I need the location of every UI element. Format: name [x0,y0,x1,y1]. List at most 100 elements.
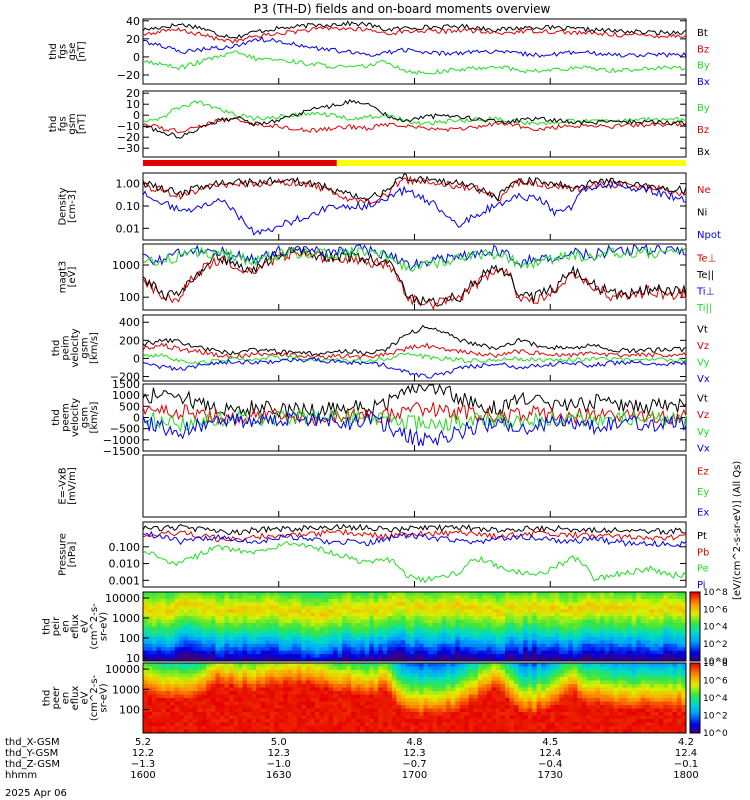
heatmap-cell [247,670,252,674]
heatmap-cell [509,629,515,634]
heatmap-cell [314,680,320,685]
heatmap-cell [563,715,569,720]
heatmap-cell [247,719,252,723]
heatmap-cell [228,633,234,638]
heatmap-cell [613,643,619,648]
heatmap-cell [586,629,592,634]
heatmap-cell [147,726,153,730]
heatmap-cell [600,701,605,706]
heatmap-cell [663,650,669,655]
heatmap-cell [224,647,230,652]
heatmap-cell [319,729,325,734]
heatmap-cell [351,626,357,631]
heatmap-cell [600,657,605,662]
heatmap-cell [301,629,307,634]
heatmap-cell [409,698,415,702]
heatmap-cell [188,663,194,667]
heatmap-cell [645,654,651,658]
heatmap-cell [676,629,682,634]
heatmap-cell [450,654,456,658]
heatmap-cell [649,657,655,662]
heatmap-cell [333,712,338,716]
heatmap-cell [378,680,384,685]
heatmap-cell [495,633,501,638]
heatmap-cell [156,616,162,620]
heatmap-cell [301,691,307,695]
heatmap-cell [437,592,443,596]
heatmap-cell [654,726,660,730]
heatmap-cell [364,640,370,645]
heatmap-cell [491,705,497,709]
heatmap-cell [382,670,388,674]
heatmap-cell [324,666,329,671]
heatmap-cell [640,623,646,627]
heatmap-cell [156,619,162,624]
heatmap-cell [590,698,596,702]
heatmap-cell [274,657,280,662]
heatmap-cell [215,719,221,723]
heatmap-cell [251,677,257,681]
heatmap-cell [640,663,646,667]
heatmap-cell [242,698,248,702]
heatmap-cell [256,722,262,727]
heatmap-cell [459,663,465,667]
heatmap-cell [536,623,542,627]
heatmap-cell [667,609,673,614]
heatmap-cell [278,722,284,727]
heatmap-cell [545,595,551,600]
heatmap-cell [541,701,547,706]
heatmap-cell [681,609,687,614]
heatmap-cell [428,701,434,706]
heatmap-cell [654,719,660,723]
heatmap-cell [563,636,569,641]
heatmap-cell [450,670,456,674]
heatmap-cell [310,705,316,709]
heatmap-cell [676,650,682,655]
heatmap-cell [346,719,352,723]
heatmap-cell [228,592,234,596]
heatmap-cell [627,712,633,716]
heatmap-cell [364,694,370,699]
heatmap-cell [296,726,302,730]
heatmap-cell [672,612,678,617]
heatmap-cell [296,680,302,685]
heatmap-cell [251,612,257,617]
heatmap-cell [473,605,479,610]
heatmap-cell [640,722,646,727]
heatmap-cell [224,640,230,645]
heatmap-cell [287,701,293,706]
heatmap-cell [165,602,171,607]
heatmap-cell [527,719,533,723]
heatmap-cell [409,712,415,716]
heatmap-cell [364,670,370,674]
heatmap-cell [500,654,506,658]
heatmap-cell [387,684,393,688]
heatmap-cell [364,708,370,713]
heatmap-cell [523,643,529,648]
heatmap-cell [283,705,289,709]
heatmap-cell [197,657,203,662]
heatmap-cell [265,726,271,730]
heatmap-cell [364,623,370,627]
heatmap-cell [174,726,180,730]
heatmap-cell [265,719,271,723]
heatmap-cell [495,598,501,603]
heatmap-cell [387,680,393,685]
heatmap-cell [586,623,592,627]
legend-entry: Bx [697,147,710,158]
heatmap-cell [663,701,669,706]
heatmap-cell [183,619,189,624]
heatmap-cell [192,609,198,614]
heatmap-cell [324,726,329,730]
heatmap-cell [622,605,628,610]
heatmap-cell [143,605,148,610]
heatmap-cell [328,616,334,620]
heatmap-cell [577,666,583,671]
heatmap-cell [514,654,519,658]
heatmap-cell [600,729,605,734]
heatmap-cell [287,619,293,624]
heatmap-cell [324,663,329,667]
heatmap-cell [210,592,216,596]
heatmap-cell [509,694,515,699]
heatmap-cell [568,719,574,723]
